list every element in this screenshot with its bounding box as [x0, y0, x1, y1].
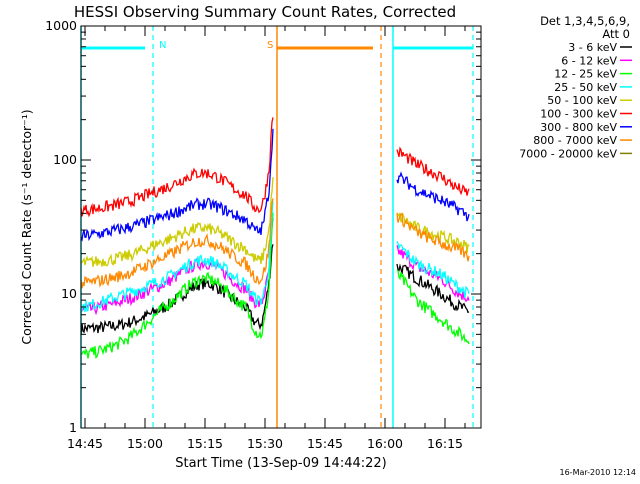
- legend-label: 25 - 50 keV: [554, 81, 617, 94]
- legend-header-line-1: Det 1,3,4,5,6,9,: [540, 14, 630, 28]
- series-line: [396, 263, 470, 314]
- series-line: [396, 146, 470, 196]
- y-tick-label: 100: [53, 152, 77, 167]
- series-line: [80, 212, 274, 360]
- x-tick-label: 14:45: [67, 436, 103, 451]
- series-line: [80, 128, 274, 242]
- plot-frame: [80, 25, 482, 429]
- series-line: [80, 198, 274, 289]
- series-line: [80, 117, 274, 218]
- x-axis-label: Start Time (13-Sep-09 14:44:22): [175, 456, 386, 471]
- footer-timestamp: 16-Mar-2010 12:14: [560, 468, 637, 477]
- y-tick-label: 1: [69, 420, 77, 435]
- series-line: [396, 269, 470, 345]
- series-line: [80, 201, 274, 314]
- x-tick-label: 16:00: [367, 436, 403, 451]
- interval-label: S: [267, 40, 273, 51]
- x-tick-label: 15:30: [247, 436, 283, 451]
- series-line: [396, 212, 470, 262]
- legend-header-line-2: Att 0: [602, 27, 630, 41]
- legend-label: 100 - 300 keV: [540, 108, 617, 121]
- legend-label: 6 - 12 keV: [561, 54, 617, 67]
- legend-label: 12 - 25 keV: [554, 68, 617, 81]
- y-tick-label: 1000: [45, 18, 77, 33]
- x-tick-label: 15:15: [187, 436, 223, 451]
- legend-label: 800 - 7000 keV: [533, 134, 617, 147]
- legend-label: 3 - 6 keV: [568, 41, 617, 54]
- y-axis-label: Corrected Count Rate (s⁻¹ detector⁻¹): [19, 109, 34, 344]
- chart-title: HESSI Observing Summary Count Rates, Cor…: [74, 3, 456, 21]
- series-line: [80, 177, 274, 268]
- series-line: [396, 171, 470, 222]
- legend-label: 7000 - 20000 keV: [519, 147, 617, 160]
- legend-label: 50 - 100 keV: [547, 94, 617, 107]
- x-tick-label: 16:15: [427, 436, 463, 451]
- y-tick-label: 10: [61, 286, 77, 301]
- interval-label: N: [159, 40, 166, 51]
- x-tick-label: 15:45: [307, 436, 343, 451]
- x-tick-label: 15:00: [127, 436, 163, 451]
- series-line: [396, 240, 470, 299]
- legend-label: 300 - 800 keV: [540, 121, 617, 134]
